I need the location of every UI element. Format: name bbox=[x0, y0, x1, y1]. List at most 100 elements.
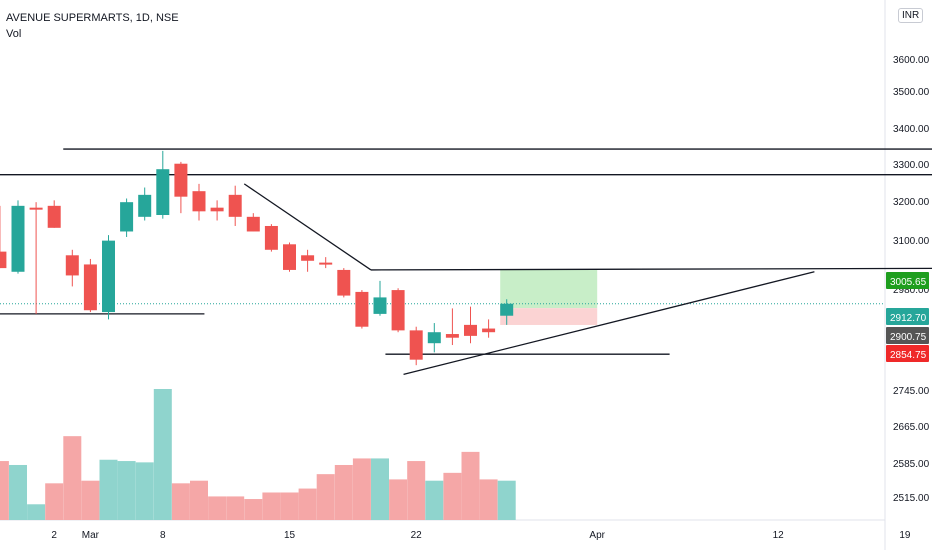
candle[interactable] bbox=[337, 268, 351, 298]
candle-body bbox=[120, 202, 134, 232]
volume-bar bbox=[171, 483, 190, 520]
candle[interactable] bbox=[283, 242, 296, 272]
price-tag-label: 2912.70 bbox=[890, 313, 927, 324]
price-axis[interactable] bbox=[885, 0, 932, 520]
candle[interactable] bbox=[102, 235, 115, 320]
time-tick-labels: 2Mar81522Apr121926May bbox=[51, 530, 911, 541]
volume-bar bbox=[316, 474, 335, 520]
volume-bar bbox=[208, 496, 227, 520]
candle[interactable] bbox=[47, 200, 61, 228]
volume-bar bbox=[262, 492, 281, 520]
volume-bar bbox=[135, 462, 154, 520]
candle[interactable] bbox=[174, 161, 188, 214]
volume-bar bbox=[99, 459, 118, 520]
candle-body bbox=[500, 303, 514, 316]
volume-bar bbox=[63, 436, 82, 520]
price-tags: 3005.65 2912.70 2900.75 2854.75 bbox=[886, 272, 929, 362]
candle[interactable] bbox=[500, 299, 514, 325]
price-tick-label: 2515.00 bbox=[893, 493, 930, 504]
candle-body bbox=[210, 207, 224, 212]
volume-bar bbox=[244, 499, 263, 520]
price-tag-label: 2854.75 bbox=[890, 350, 927, 361]
candle[interactable] bbox=[120, 198, 134, 237]
candle-body bbox=[283, 244, 296, 270]
candle-body bbox=[83, 264, 97, 311]
volume-bar bbox=[45, 483, 64, 520]
price-tick-labels: 3600.00 3500.00 3400.00 3300.00 3200.00 3100.… bbox=[893, 55, 930, 504]
volume-bar bbox=[497, 480, 516, 520]
price-tick-label: 2980.00 bbox=[893, 285, 930, 296]
candle[interactable] bbox=[228, 185, 242, 226]
stop-zone[interactable] bbox=[500, 308, 598, 325]
candle-body bbox=[319, 262, 333, 265]
price-tag-entry: 2900.75 bbox=[886, 327, 929, 344]
candle[interactable] bbox=[0, 205, 7, 269]
candle[interactable] bbox=[355, 290, 369, 329]
candle[interactable] bbox=[319, 257, 333, 269]
trendline-rising-support[interactable] bbox=[403, 271, 815, 375]
candle[interactable] bbox=[482, 319, 496, 338]
trendline-breakout-level[interactable] bbox=[370, 267, 932, 271]
time-tick-label: Apr bbox=[589, 530, 605, 541]
time-tick-label: 8 bbox=[160, 530, 166, 541]
price-tick-label: 3200.00 bbox=[893, 197, 930, 208]
price-tag-stop: 2854.75 bbox=[886, 345, 929, 362]
candle-body bbox=[174, 163, 188, 197]
candle[interactable] bbox=[464, 306, 477, 344]
candle[interactable] bbox=[192, 183, 206, 221]
volume-bar bbox=[334, 464, 353, 520]
candle-body bbox=[156, 169, 170, 215]
candle-body bbox=[391, 290, 405, 331]
volume-bar bbox=[352, 458, 371, 520]
symbol-title[interactable]: AVENUE SUPERMARTS, 1D, NSE bbox=[6, 12, 179, 24]
candle-body bbox=[65, 255, 79, 276]
candle-body bbox=[409, 330, 423, 360]
volume-bar bbox=[443, 472, 462, 520]
volume-bar bbox=[153, 389, 172, 520]
candle[interactable] bbox=[29, 202, 43, 314]
candle[interactable] bbox=[65, 249, 79, 287]
candle[interactable] bbox=[83, 258, 97, 313]
candle-body bbox=[11, 205, 25, 272]
price-tick-label: 3100.00 bbox=[893, 236, 930, 247]
price-tick-label: 2745.00 bbox=[893, 386, 930, 397]
candle[interactable] bbox=[373, 280, 387, 316]
volume-bar bbox=[280, 492, 299, 520]
volume-bar bbox=[117, 461, 136, 520]
candle[interactable] bbox=[427, 323, 441, 353]
candle[interactable] bbox=[138, 187, 152, 221]
price-tag-target: 3005.65 bbox=[886, 272, 929, 289]
candle-body bbox=[192, 191, 206, 212]
target-zone[interactable] bbox=[500, 269, 598, 309]
candle[interactable] bbox=[156, 150, 170, 219]
candle[interactable] bbox=[11, 200, 25, 274]
time-tick-label: Mar bbox=[82, 530, 100, 541]
candle[interactable] bbox=[301, 249, 315, 272]
candle-body bbox=[102, 240, 115, 313]
candle[interactable] bbox=[391, 288, 405, 333]
candle[interactable] bbox=[409, 326, 423, 366]
volume-bar bbox=[9, 464, 27, 520]
volume-bar bbox=[0, 461, 9, 520]
candle[interactable] bbox=[445, 308, 459, 346]
volume-indicator-label[interactable]: Vol bbox=[6, 28, 22, 40]
price-tick-label: 2665.00 bbox=[893, 422, 930, 433]
price-tick-label: 3300.00 bbox=[893, 160, 930, 171]
currency-badge[interactable]: INR bbox=[898, 8, 924, 23]
candle[interactable] bbox=[246, 213, 260, 232]
volume-bar bbox=[81, 480, 100, 520]
trendline-falling-trendline[interactable] bbox=[243, 183, 372, 271]
price-tick-label: 2585.00 bbox=[893, 459, 930, 470]
price-tag-bg bbox=[886, 345, 929, 362]
candle[interactable] bbox=[264, 224, 278, 252]
candle-body bbox=[29, 207, 43, 210]
time-tick-label: 12 bbox=[773, 530, 785, 541]
price-tick-label: 3500.00 bbox=[893, 87, 930, 98]
price-tag-bg bbox=[886, 327, 929, 344]
candle-body bbox=[482, 328, 496, 333]
candle[interactable] bbox=[210, 200, 224, 221]
time-tick-label: 19 bbox=[899, 530, 911, 541]
time-tick-label: 2 bbox=[51, 530, 57, 541]
